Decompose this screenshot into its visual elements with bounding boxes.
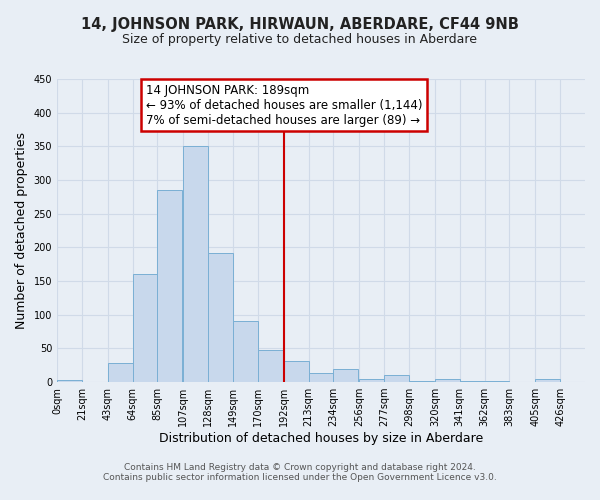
Bar [535, 380, 560, 382]
Bar [384, 374, 409, 382]
Bar [133, 274, 157, 382]
Text: Size of property relative to detached houses in Aberdare: Size of property relative to detached ho… [122, 32, 478, 46]
Bar [308, 372, 334, 382]
Bar [157, 190, 182, 382]
Bar [108, 362, 133, 382]
Bar [258, 350, 283, 382]
Bar [359, 378, 384, 382]
Bar [334, 370, 358, 382]
Bar [284, 361, 308, 382]
Text: 14 JOHNSON PARK: 189sqm
← 93% of detached houses are smaller (1,144)
7% of semi-: 14 JOHNSON PARK: 189sqm ← 93% of detache… [146, 84, 422, 126]
Bar [208, 253, 233, 382]
Bar [57, 380, 82, 382]
Y-axis label: Number of detached properties: Number of detached properties [15, 132, 28, 329]
Text: Contains HM Land Registry data © Crown copyright and database right 2024.
Contai: Contains HM Land Registry data © Crown c… [103, 463, 497, 482]
X-axis label: Distribution of detached houses by size in Aberdare: Distribution of detached houses by size … [159, 432, 483, 445]
Text: 14, JOHNSON PARK, HIRWAUN, ABERDARE, CF44 9NB: 14, JOHNSON PARK, HIRWAUN, ABERDARE, CF4… [81, 18, 519, 32]
Bar [184, 146, 208, 382]
Bar [233, 321, 258, 382]
Bar [435, 378, 460, 382]
